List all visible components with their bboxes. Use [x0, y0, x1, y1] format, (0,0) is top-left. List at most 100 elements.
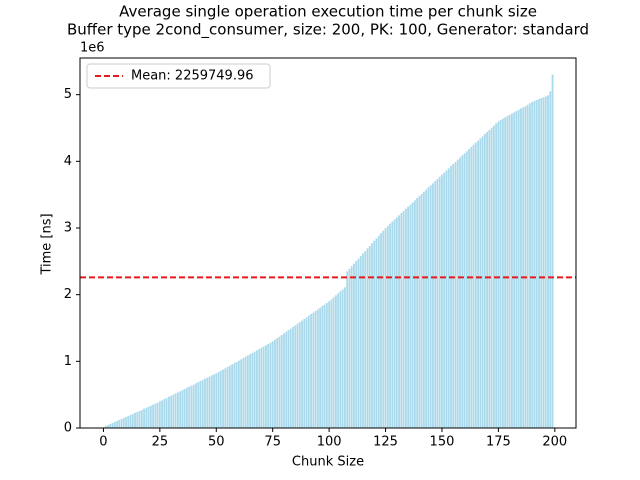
bar [474, 142, 477, 428]
bar [513, 112, 516, 428]
bar [486, 132, 489, 428]
bar [515, 111, 518, 428]
bar [348, 268, 351, 428]
bar [271, 341, 274, 428]
bar [122, 418, 125, 428]
bar [192, 384, 195, 428]
bar [294, 325, 297, 428]
legend-box [86, 63, 271, 89]
y-tick-label: 1 [64, 354, 72, 369]
bar [371, 243, 373, 428]
bar [170, 395, 173, 428]
bar [154, 403, 157, 428]
bar [346, 271, 349, 428]
bar [407, 206, 410, 428]
bar [330, 299, 333, 428]
bar [217, 372, 220, 428]
bar [258, 349, 261, 428]
bar [459, 157, 461, 428]
bar [492, 125, 495, 429]
y-tick-label: 0 [64, 421, 72, 436]
x-tick-label: 175 [486, 435, 511, 450]
bar [423, 191, 425, 428]
bar [210, 375, 213, 428]
bar [249, 354, 252, 428]
bar [434, 181, 437, 428]
bar [298, 322, 301, 428]
bar [174, 393, 177, 428]
bar [156, 402, 159, 428]
bar [172, 394, 175, 428]
bar [404, 208, 407, 428]
bar [411, 202, 414, 428]
bar [179, 391, 182, 428]
bar [269, 342, 272, 428]
bar [310, 314, 312, 428]
bar [483, 134, 486, 428]
bar [447, 168, 450, 429]
bar [400, 213, 403, 428]
bar [366, 248, 369, 428]
bar [237, 360, 240, 428]
bar [231, 364, 233, 428]
bar [215, 373, 218, 428]
bar [441, 174, 443, 428]
bar [355, 261, 358, 428]
x-tick-label: 25 [152, 435, 169, 450]
bar [538, 99, 540, 428]
bar [499, 120, 502, 428]
bar [129, 415, 132, 428]
bar [285, 331, 288, 428]
bar [551, 74, 554, 429]
bar [382, 230, 385, 428]
bar [465, 151, 468, 429]
bar [235, 362, 238, 428]
bar [260, 347, 263, 428]
bar [190, 385, 193, 428]
bar [136, 412, 139, 428]
bar [107, 425, 109, 428]
y-axis-label: Time [ns] [40, 213, 55, 275]
bar [208, 376, 211, 428]
bar [120, 419, 123, 428]
x-tick-label: 200 [542, 435, 567, 450]
bar [113, 422, 116, 428]
bar [511, 113, 513, 429]
bar [145, 407, 148, 428]
bar [456, 159, 459, 428]
bar [332, 297, 335, 428]
bar [267, 344, 270, 428]
bar [436, 179, 439, 428]
bar [134, 412, 136, 428]
bar [540, 98, 543, 428]
y-tick-label: 3 [64, 221, 72, 236]
bar [226, 367, 229, 428]
bar [165, 398, 168, 428]
bar [116, 421, 118, 428]
bar [429, 185, 432, 428]
bar [186, 387, 188, 428]
bar [341, 289, 344, 428]
x-tick-label: 100 [317, 435, 342, 450]
bar [314, 311, 317, 428]
bar [131, 414, 134, 428]
bar [276, 338, 279, 428]
bar [364, 251, 367, 428]
bar [450, 166, 452, 428]
bar [420, 194, 423, 428]
bar [303, 319, 306, 428]
bar [140, 410, 143, 428]
bar [149, 405, 152, 428]
bar [334, 295, 337, 428]
bar [199, 381, 202, 428]
bar [359, 256, 362, 428]
bar [517, 109, 520, 429]
bar [454, 162, 457, 428]
bar [109, 424, 112, 428]
bar [301, 320, 303, 428]
bar [522, 107, 525, 428]
bar [526, 104, 529, 429]
bar [219, 370, 222, 428]
bar [544, 96, 547, 428]
bar [461, 155, 464, 429]
